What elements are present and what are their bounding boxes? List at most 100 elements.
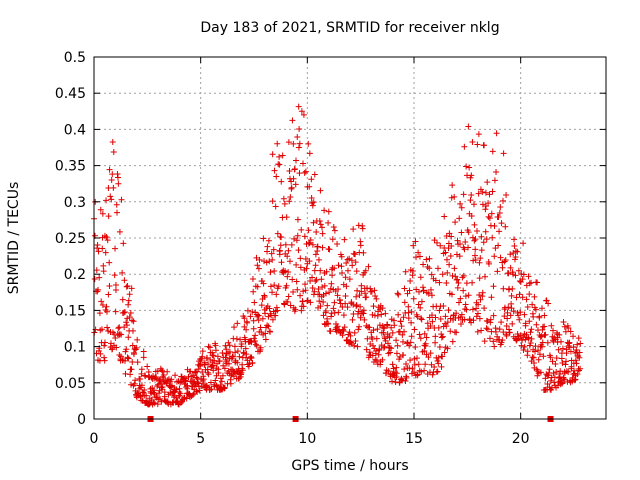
data-point <box>526 280 533 287</box>
data-point <box>156 387 163 394</box>
data-point <box>378 311 385 318</box>
data-point <box>150 399 157 406</box>
data-point <box>573 360 580 367</box>
data-point <box>512 272 519 279</box>
data-point <box>418 315 425 322</box>
data-point <box>249 359 256 366</box>
data-point <box>475 190 482 197</box>
data-point <box>317 267 324 274</box>
data-point <box>548 322 555 329</box>
data-point <box>208 386 215 393</box>
data-point <box>443 232 450 239</box>
data-point <box>305 140 312 147</box>
data-point <box>274 307 281 314</box>
data-point <box>124 283 131 289</box>
data-point <box>553 355 560 362</box>
data-point <box>439 353 446 360</box>
data-point <box>432 339 439 346</box>
data-point <box>540 353 547 360</box>
data-point <box>326 246 333 253</box>
data-point <box>194 375 201 382</box>
data-point <box>94 245 101 252</box>
data-point <box>107 193 114 200</box>
data-point <box>418 316 425 323</box>
y-tick-label: 0.2 <box>64 267 86 283</box>
data-point <box>362 267 369 274</box>
data-point <box>429 318 436 325</box>
data-point <box>349 262 356 269</box>
data-point <box>505 270 512 277</box>
data-point <box>271 268 278 275</box>
data-point <box>103 308 110 315</box>
data-point <box>389 361 396 368</box>
data-point <box>559 360 566 367</box>
data-point <box>358 288 365 295</box>
data-point <box>507 264 514 271</box>
data-point <box>391 322 398 329</box>
data-point <box>486 335 493 342</box>
data-point <box>550 370 557 377</box>
data-point <box>316 298 323 305</box>
data-point <box>471 221 478 228</box>
data-point <box>489 188 496 195</box>
data-point <box>251 338 258 345</box>
data-point <box>231 343 238 350</box>
data-point <box>484 326 491 333</box>
data-point <box>106 259 113 266</box>
data-point <box>568 363 575 370</box>
data-point <box>287 302 294 309</box>
data-point <box>319 244 326 251</box>
data-point <box>272 203 279 210</box>
data-point <box>394 342 401 349</box>
data-point <box>405 303 412 310</box>
data-point <box>376 345 383 352</box>
data-point <box>155 381 162 388</box>
data-point <box>133 344 140 351</box>
data-point <box>533 321 540 328</box>
data-point <box>237 336 244 343</box>
data-point <box>457 200 464 207</box>
x-tick-label: 10 <box>298 431 316 447</box>
data-point <box>451 193 458 200</box>
data-point <box>478 247 485 254</box>
data-point <box>285 268 292 275</box>
data-point <box>439 271 446 278</box>
data-point <box>294 134 301 141</box>
data-point <box>452 219 459 226</box>
data-point <box>177 390 184 397</box>
data-point <box>286 258 293 265</box>
data-point <box>322 307 329 314</box>
data-point <box>527 329 534 336</box>
data-point <box>268 250 275 257</box>
data-point <box>389 378 396 385</box>
data-point <box>539 326 546 333</box>
data-point <box>425 354 432 361</box>
data-point <box>297 264 304 271</box>
data-point <box>455 299 462 306</box>
data-point <box>275 283 282 290</box>
data-point <box>132 377 139 384</box>
data-point <box>195 365 202 372</box>
data-point <box>109 138 116 145</box>
data-point <box>321 207 328 214</box>
data-point <box>347 332 354 339</box>
data-point <box>554 382 561 389</box>
data-point <box>254 283 261 290</box>
data-point <box>521 311 528 318</box>
data-point <box>461 143 468 150</box>
data-point <box>160 374 167 381</box>
data-point <box>429 312 436 319</box>
data-point <box>465 229 472 236</box>
data-point <box>482 206 489 213</box>
data-point <box>519 276 526 283</box>
data-point <box>125 297 132 304</box>
data-point <box>516 316 523 323</box>
data-point <box>355 308 362 315</box>
data-point <box>453 329 460 336</box>
data-point <box>105 291 112 298</box>
data-point <box>408 333 415 340</box>
data-point <box>142 373 149 380</box>
data-point <box>115 180 122 187</box>
data-point <box>360 249 367 256</box>
